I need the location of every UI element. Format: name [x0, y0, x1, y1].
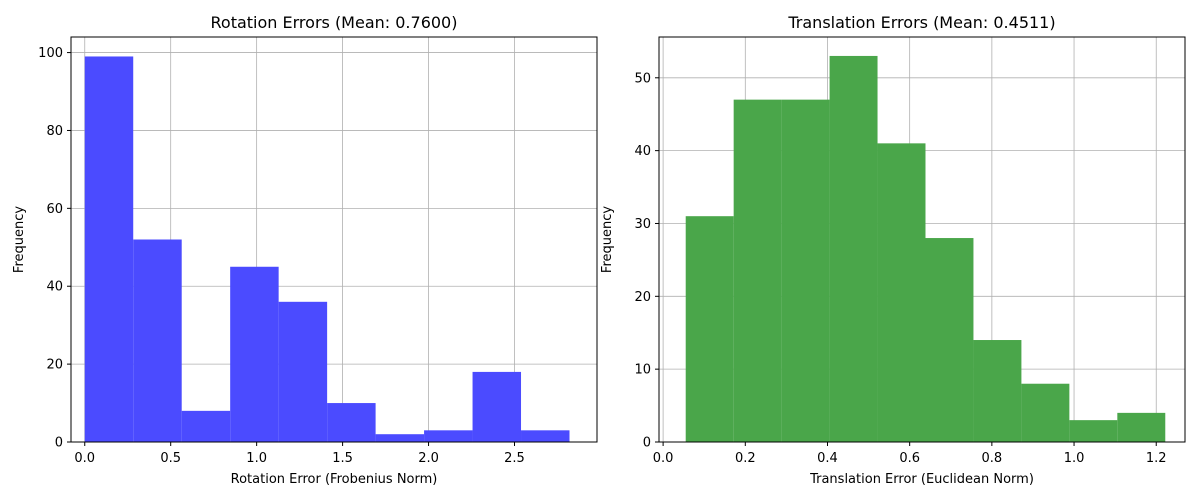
rotation-x-tick-label: 0.5	[160, 451, 181, 466]
translation-bar	[973, 340, 1022, 442]
rotation-bar	[133, 239, 182, 442]
translation-bar	[925, 238, 974, 442]
translation-y-tick-label: 20	[634, 290, 651, 305]
translation-bar	[829, 55, 878, 443]
translation-y-tick-label: 0	[643, 436, 651, 451]
rotation-title: Rotation Errors (Mean: 0.7600)	[211, 13, 458, 32]
rotation-y-tick-label: 80	[46, 124, 63, 139]
translation-y-tick-label: 50	[634, 71, 651, 86]
translation-bar	[1069, 420, 1118, 442]
translation-x-tick-label: 0.8	[982, 451, 1003, 466]
rotation-bar	[472, 371, 522, 442]
rotation-y-axis-label: Frequency	[12, 206, 27, 273]
rotation-x-tick-label: 2.0	[418, 451, 439, 466]
rotation-x-tick-label: 1.5	[332, 451, 353, 466]
rotation-axes-frame	[70, 36, 598, 443]
rotation-x-tick-label: 1.0	[246, 451, 267, 466]
rotation-bar	[424, 430, 473, 442]
translation-x-tick-label: 0.4	[817, 451, 838, 466]
rotation-chart: 0.0 0.5 1.0 1.5 2.0 2.5 0 20 40 60 80 100 Rotation E…	[12, 13, 598, 487]
rotation-bar	[327, 403, 376, 442]
rotation-x-axis-label: Rotation Error (Frobenius Norm)	[231, 472, 438, 487]
translation-x-tick-label: 0.0	[653, 451, 674, 466]
translation-x-tick-label: 0.6	[899, 451, 920, 466]
translation-bar	[877, 143, 926, 442]
translation-bar	[733, 99, 782, 442]
rotation-y-tick-label: 20	[46, 358, 63, 373]
translation-y-tick-label: 30	[634, 217, 651, 232]
translation-title: Translation Errors (Mean: 0.4511)	[787, 13, 1055, 32]
translation-chart: 0.0 0.2 0.4 0.6 0.8 1.0 1.2 0 10 20 30 40 50 Translat…	[600, 13, 1186, 487]
rotation-bar	[230, 266, 279, 442]
translation-bar	[781, 99, 830, 442]
rotation-bar	[181, 410, 231, 442]
rotation-bar	[521, 430, 570, 442]
rotation-y-tick-label: 40	[46, 280, 63, 295]
translation-y-tick-label: 40	[634, 144, 651, 159]
translation-bar	[1021, 383, 1070, 442]
translation-y-tick-label: 10	[634, 363, 651, 378]
translation-x-tick-label: 1.0	[1064, 451, 1085, 466]
rotation-y-tick-label: 60	[46, 202, 63, 217]
rotation-bar	[278, 301, 328, 442]
rotation-x-tick-label: 0.0	[74, 451, 95, 466]
translation-x-axis-label: Translation Error (Euclidean Norm)	[809, 472, 1034, 487]
translation-bar	[685, 216, 734, 442]
rotation-y-tick-label: 0	[55, 436, 63, 451]
rotation-bar	[375, 434, 425, 442]
translation-bar	[1117, 412, 1166, 442]
translation-y-axis-label: Frequency	[600, 206, 615, 273]
translation-x-tick-label: 0.2	[735, 451, 756, 466]
translation-x-tick-label: 1.2	[1146, 451, 1167, 466]
translation-axes-frame	[658, 36, 1186, 443]
rotation-y-tick-label: 100	[38, 46, 63, 61]
rotation-bar	[84, 56, 134, 442]
rotation-x-tick-label: 2.5	[504, 451, 525, 466]
